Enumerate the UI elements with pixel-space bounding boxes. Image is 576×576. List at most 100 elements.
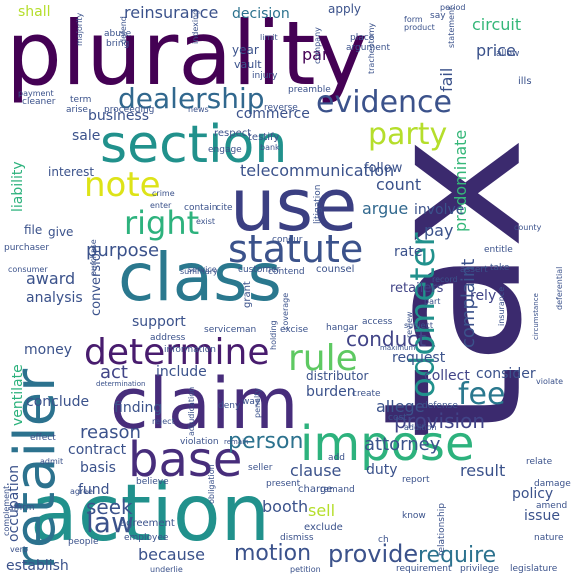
word-shall: shall — [18, 4, 51, 20]
word-year: year — [232, 43, 259, 57]
word-because: because — [138, 545, 205, 564]
word-admit: admit — [40, 457, 63, 466]
word-rule: rule — [288, 338, 358, 379]
word-limit: limit — [260, 33, 278, 42]
word-defense: defense — [422, 401, 458, 411]
word-section: section — [100, 115, 287, 175]
word-engage: engage — [208, 145, 242, 155]
word-violate: violate — [536, 377, 563, 386]
word-news: news — [188, 105, 209, 114]
word-clause: clause — [290, 461, 341, 480]
word-purpose: purpose — [86, 240, 159, 261]
word-fail: fail — [437, 68, 456, 92]
word-believe: believe — [136, 477, 169, 487]
word-information: information — [164, 345, 216, 355]
word-agreement: agreement — [120, 518, 175, 529]
word-tax: tax — [343, 137, 564, 440]
word-complaint: complaint — [458, 259, 479, 348]
word-payment: payment — [18, 89, 54, 98]
word-base: base — [128, 432, 242, 488]
word-note: note — [84, 165, 161, 205]
word-complement: complement — [2, 486, 11, 536]
word-action: action — [30, 469, 270, 559]
word-conduct: conduct — [346, 327, 426, 351]
word-give: give — [48, 225, 73, 239]
word-rely: rely — [470, 288, 496, 304]
word-company: company — [313, 27, 322, 64]
word-assert: assert — [460, 265, 488, 275]
word-requirement: requirement — [396, 564, 452, 574]
word-charge: charge — [298, 484, 332, 495]
word-tracheotomy: tracheotomy — [367, 23, 376, 74]
word-concur: concur — [272, 235, 303, 245]
word-service: service — [188, 265, 217, 274]
word-conclude: conclude — [26, 394, 89, 410]
word-right: right — [124, 204, 199, 242]
word-impose: impose — [300, 416, 474, 472]
word-bank: bank — [260, 143, 280, 152]
word-purchaser: purchaser — [4, 243, 49, 253]
word-contend: contend — [268, 267, 305, 277]
word-basis: basis — [80, 460, 116, 476]
word-dealership: dealership — [118, 82, 265, 115]
word-allege: allege — [376, 397, 425, 416]
word-customer: customer — [238, 265, 281, 275]
word-underlie: underlie — [150, 565, 183, 574]
word-motion: motion — [234, 541, 311, 566]
word-fund: fund — [78, 482, 110, 498]
word-address: address — [150, 333, 186, 343]
word-class: class — [118, 239, 282, 316]
word-county: county — [514, 223, 542, 232]
word-follow: follow — [364, 161, 403, 176]
word-grant: grant — [242, 281, 253, 308]
word-request: request — [392, 350, 446, 366]
word-remain: remain — [224, 438, 249, 446]
word-excise: excise — [280, 325, 309, 335]
word-dismiss: dismiss — [280, 533, 314, 543]
word-sale: sale — [72, 128, 100, 144]
word-agree: agree — [70, 487, 93, 496]
word-file: file — [24, 223, 42, 237]
word-deny: deny — [218, 401, 241, 411]
word-cite: cite — [216, 203, 233, 213]
word-relate: relate — [526, 457, 553, 467]
word-reject: reject — [152, 417, 175, 426]
word-record: record — [432, 275, 458, 284]
word-create: create — [352, 389, 381, 399]
word-penalty: penalty — [253, 388, 262, 418]
word-contain: contain — [184, 203, 217, 213]
word-litigation: litigation — [313, 185, 323, 225]
word-statement: statement — [447, 7, 456, 48]
word-liability: liability — [10, 161, 26, 212]
word-report: report — [402, 475, 430, 485]
word-deferential: deferential — [555, 267, 564, 310]
word-party: party — [368, 117, 447, 152]
word-enter: enter — [150, 201, 172, 210]
word-involve: involve — [414, 202, 464, 218]
word-establish: establish — [6, 558, 69, 574]
word-collect: collect — [424, 368, 470, 384]
word-indexing: indexing — [191, 10, 200, 44]
word-petition: petition — [290, 565, 321, 574]
word-adjudication: adjudication — [187, 387, 196, 436]
word-ills: ills — [518, 76, 532, 87]
word-act: act — [100, 362, 128, 383]
word-proceeding: proceeding — [104, 105, 154, 115]
word-plurality: plurality — [6, 2, 368, 105]
word-determination: determination — [96, 380, 145, 388]
word-law: law — [86, 506, 134, 539]
word-reinsurance: reinsurance — [124, 3, 218, 22]
word-occupation: occupation — [6, 465, 22, 542]
word-claim: claim — [110, 363, 298, 445]
word-summary: summary — [180, 267, 218, 276]
word-take: take — [490, 263, 510, 273]
word-amend: amend — [536, 501, 567, 511]
word-insurance: insurance — [497, 287, 506, 326]
word-rate: rate — [394, 244, 422, 260]
word-coverage: coverage — [281, 293, 290, 330]
word-circuit: circuit — [472, 15, 521, 34]
word-cleaner: cleaner — [22, 97, 56, 107]
word-apply: apply — [328, 2, 361, 16]
word-decision: decision — [232, 6, 290, 22]
